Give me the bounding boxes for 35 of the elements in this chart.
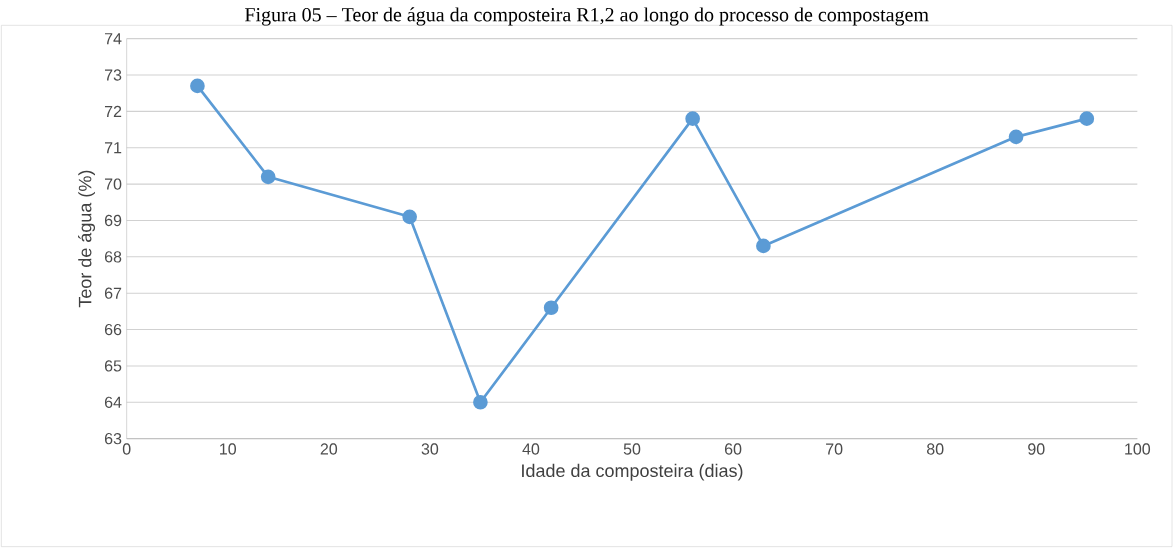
x-tick-label: 70 [826, 443, 843, 455]
x-tick-label: 30 [421, 443, 439, 455]
y-tick-label: 68 [104, 251, 122, 263]
point [1008, 129, 1024, 145]
chart-title: Figura 05 – Teor de água da composteira R1,2 ao longo do processo de compostagem [244, 7, 929, 26]
x-tick-label: 100 [1125, 443, 1151, 455]
y-tick-label: 63 [104, 432, 122, 445]
x-tick-label: 40 [522, 443, 540, 455]
y-tick-label: 74 [104, 33, 122, 45]
y-tick-label: 65 [104, 360, 122, 372]
y-tick-label: 64 [104, 396, 122, 408]
y-tick-label: 70 [104, 178, 122, 190]
point [543, 300, 559, 316]
point [402, 209, 417, 225]
x-tick-label: 50 [623, 443, 641, 455]
point [756, 238, 771, 254]
point [190, 78, 205, 94]
y-tick-label: 69 [104, 214, 122, 227]
y-tick-label: 73 [104, 69, 122, 81]
x-axis-title: Idade da composteira (dias) [522, 463, 743, 481]
x-tick-label: 10 [220, 443, 237, 455]
point [260, 169, 276, 185]
x-tick-label: 20 [320, 443, 338, 455]
x-tick-label: 80 [927, 443, 944, 455]
x-tick-label: 0 [122, 443, 131, 455]
y-tick-label: 71 [104, 142, 122, 154]
point [473, 394, 488, 410]
point [1079, 111, 1095, 126]
y-tick-label: 72 [104, 105, 122, 117]
y-tick-label: 67 [104, 287, 122, 299]
x-tick-label: 60 [724, 443, 742, 455]
y-axis-title: Teor de água (%) [78, 170, 96, 308]
y-tick-label: 66 [104, 323, 122, 336]
point [685, 111, 700, 126]
x-tick-label: 90 [1028, 443, 1045, 455]
